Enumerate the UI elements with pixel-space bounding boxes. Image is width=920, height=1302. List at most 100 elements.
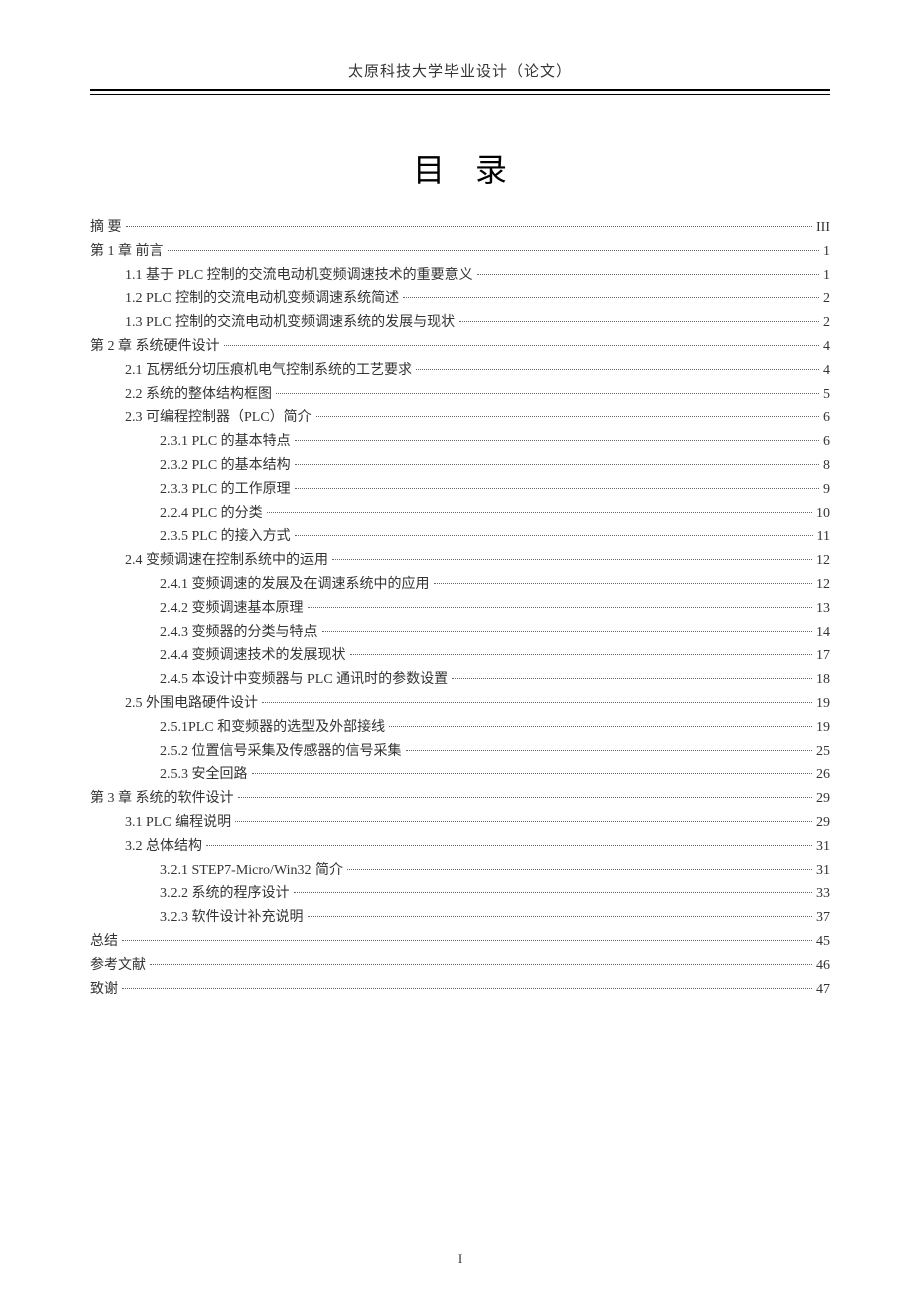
toc-entry: 3.2.3 软件设计补充说明37	[90, 906, 830, 930]
toc-dots	[332, 559, 812, 560]
toc-entry: 第 2 章 系统硬件设计 4	[90, 335, 830, 359]
header-underline	[90, 94, 830, 95]
toc-entry-label: 2.3.3 PLC 的工作原理	[160, 478, 291, 502]
toc-entry-label: 参考文献	[90, 954, 146, 978]
toc-entry: 总结45	[90, 930, 830, 954]
toc-entry-label: 1.2 PLC 控制的交流电动机变频调速系统简述	[125, 287, 399, 311]
toc-entry: 3.2.1 STEP7-Micro/Win32 简介 31	[90, 859, 830, 883]
toc-dots	[308, 607, 813, 608]
toc-entry: 2.5.1PLC 和变频器的选型及外部接线19	[90, 716, 830, 740]
toc-entry-page: 1	[823, 264, 830, 288]
toc-entry: 2.4.2 变频调速基本原理13	[90, 597, 830, 621]
toc-entry: 2.4.5 本设计中变频器与 PLC 通讯时的参数设置18	[90, 668, 830, 692]
toc-entry-page: 19	[816, 716, 830, 740]
toc-entry-label: 第 3 章 系统的软件设计	[90, 787, 234, 811]
toc-dots	[224, 345, 820, 346]
toc-entry-page: 29	[816, 787, 830, 811]
toc-entry-label: 2.5.2 位置信号采集及传感器的信号采集	[160, 740, 402, 764]
toc-dots	[459, 321, 819, 322]
toc-entry: 2.1 瓦楞纸分切压痕机电气控制系统的工艺要求 4	[90, 359, 830, 383]
toc-entry-page: 9	[823, 478, 830, 502]
toc-entry-page: 29	[816, 811, 830, 835]
toc-entry-page: 6	[823, 430, 830, 454]
toc-dots	[252, 773, 813, 774]
toc-entry-label: 1.1 基于 PLC 控制的交流电动机变频调速技术的重要意义	[125, 264, 473, 288]
toc-entry: 2.3.2 PLC 的基本结构8	[90, 454, 830, 478]
toc-entry-page: 19	[816, 692, 830, 716]
toc-entry-label: 3.2.1 STEP7-Micro/Win32 简介	[160, 859, 343, 883]
toc-list: 摘 要III第 1 章 前言11.1 基于 PLC 控制的交流电动机变频调速技术…	[90, 216, 830, 1001]
toc-entry-page: 2	[823, 287, 830, 311]
toc-entry-page: 12	[816, 573, 830, 597]
toc-entry: 2.4.1 变频调速的发展及在调速系统中的应用 12	[90, 573, 830, 597]
toc-entry-label: 3.1 PLC 编程说明	[125, 811, 231, 835]
toc-entry: 2.5.3 安全回路26	[90, 763, 830, 787]
toc-entry: 1.2 PLC 控制的交流电动机变频调速系统简述 2	[90, 287, 830, 311]
toc-entry: 2.5.2 位置信号采集及传感器的信号采集 25	[90, 740, 830, 764]
toc-entry-page: 4	[823, 335, 830, 359]
toc-dots	[406, 750, 813, 751]
toc-entry-label: 2.5 外围电路硬件设计	[125, 692, 258, 716]
toc-dots	[276, 393, 819, 394]
toc-dots	[434, 583, 813, 584]
toc-entry-page: 5	[823, 383, 830, 407]
toc-entry-label: 2.4.3 变频器的分类与特点	[160, 621, 318, 645]
toc-entry-page: 12	[816, 549, 830, 573]
toc-entry: 2.3.3 PLC 的工作原理 9	[90, 478, 830, 502]
toc-entry-label: 摘 要	[90, 216, 122, 240]
toc-entry-label: 第 2 章 系统硬件设计	[90, 335, 220, 359]
toc-dots	[452, 678, 812, 679]
toc-entry: 3.1 PLC 编程说明 29	[90, 811, 830, 835]
toc-entry-page: 11	[817, 525, 830, 549]
toc-entry-page: 31	[816, 859, 830, 883]
toc-dots	[322, 631, 813, 632]
toc-entry: 2.3.1 PLC 的基本特点 6	[90, 430, 830, 454]
toc-entry-label: 2.3 可编程控制器（PLC）简介	[125, 406, 312, 430]
toc-entry: 第 3 章 系统的软件设计 29	[90, 787, 830, 811]
toc-entry-label: 2.1 瓦楞纸分切压痕机电气控制系统的工艺要求	[125, 359, 412, 383]
toc-entry-label: 第 1 章 前言	[90, 240, 164, 264]
toc-entry: 2.3 可编程控制器（PLC）简介6	[90, 406, 830, 430]
toc-entry-page: 33	[816, 882, 830, 906]
toc-entry-page: 26	[816, 763, 830, 787]
toc-entry: 致谢47	[90, 978, 830, 1002]
toc-entry-page: 17	[816, 644, 830, 668]
toc-entry: 2.2 系统的整体结构框图 5	[90, 383, 830, 407]
toc-entry: 1.1 基于 PLC 控制的交流电动机变频调速技术的重要意义 1	[90, 264, 830, 288]
toc-dots	[295, 535, 813, 536]
toc-entry-label: 2.2 系统的整体结构框图	[125, 383, 272, 407]
document-page: 太原科技大学毕业设计（论文） 目录 摘 要III第 1 章 前言11.1 基于 …	[0, 0, 920, 1041]
toc-dots	[294, 892, 813, 893]
toc-entry: 3.2 总体结构31	[90, 835, 830, 859]
toc-entry-label: 2.4.5 本设计中变频器与 PLC 通讯时的参数设置	[160, 668, 448, 692]
toc-entry-label: 3.2.2 系统的程序设计	[160, 882, 290, 906]
toc-dots	[403, 297, 819, 298]
toc-dots	[416, 369, 819, 370]
toc-entry-label: 2.3.5 PLC 的接入方式	[160, 525, 291, 549]
toc-entry: 2.5 外围电路硬件设计 19	[90, 692, 830, 716]
toc-dots	[262, 702, 812, 703]
toc-entry-page: 4	[823, 359, 830, 383]
toc-dots	[122, 940, 812, 941]
toc-entry-page: 14	[816, 621, 830, 645]
toc-entry: 参考文献 46	[90, 954, 830, 978]
toc-entry-label: 2.2.4 PLC 的分类	[160, 502, 263, 526]
toc-entry: 3.2.2 系统的程序设计 33	[90, 882, 830, 906]
toc-dots	[350, 654, 813, 655]
toc-entry-label: 2.3.1 PLC 的基本特点	[160, 430, 291, 454]
page-header: 太原科技大学毕业设计（论文）	[90, 60, 830, 91]
toc-dots	[235, 821, 812, 822]
toc-entry-label: 1.3 PLC 控制的交流电动机变频调速系统的发展与现状	[125, 311, 455, 335]
toc-entry-label: 3.2 总体结构	[125, 835, 202, 859]
toc-entry: 2.4 变频调速在控制系统中的运用 12	[90, 549, 830, 573]
toc-entry-page: 13	[816, 597, 830, 621]
toc-dots	[238, 797, 813, 798]
toc-entry-page: 46	[816, 954, 830, 978]
toc-entry-label: 致谢	[90, 978, 118, 1002]
toc-entry-label: 2.4.1 变频调速的发展及在调速系统中的应用	[160, 573, 430, 597]
toc-dots	[122, 988, 812, 989]
toc-dots	[168, 250, 820, 251]
toc-entry-page: 25	[816, 740, 830, 764]
toc-entry-label: 2.4 变频调速在控制系统中的运用	[125, 549, 328, 573]
toc-entry-page: III	[816, 216, 830, 240]
